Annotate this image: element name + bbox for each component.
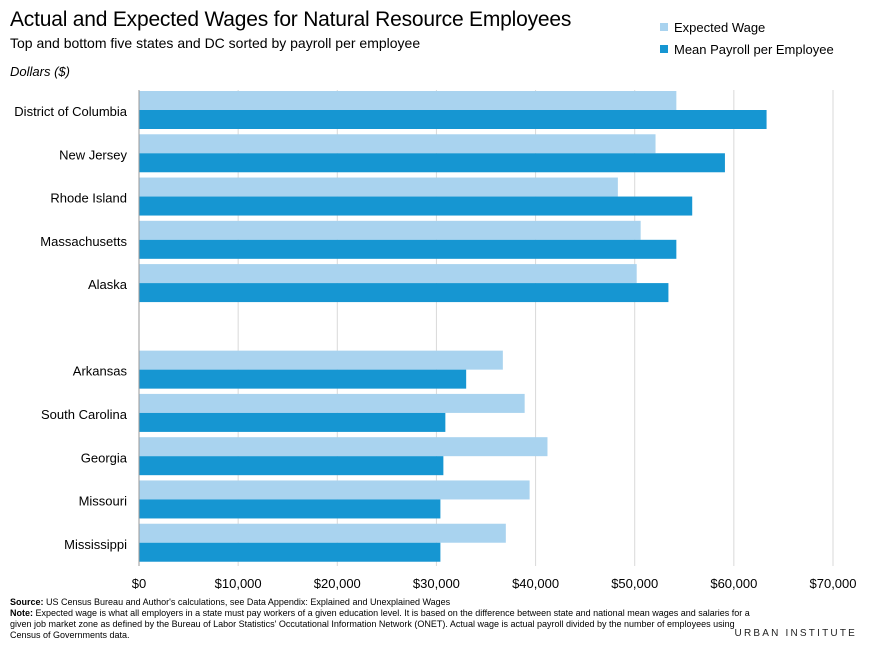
category-label: Georgia [81, 450, 128, 465]
category-label: Massachusetts [40, 234, 127, 249]
bar-expected-wage [139, 264, 637, 284]
category-label: Alaska [88, 277, 128, 292]
category-label: Missouri [79, 494, 128, 509]
category-label: Rhode Island [50, 191, 127, 206]
bar-expected-wage [139, 91, 677, 110]
source-text: US Census Bureau and Author's calculatio… [46, 597, 451, 607]
bar-mean-payroll [139, 412, 446, 432]
x-tick-label: $60,000 [710, 576, 757, 591]
bar-mean-payroll [139, 369, 467, 389]
bar-mean-payroll [139, 542, 441, 562]
category-label: Mississippi [64, 537, 127, 552]
x-tick-label: $40,000 [512, 576, 559, 591]
bar-mean-payroll [139, 110, 767, 129]
chart-subtitle: Top and bottom five states and DC sorted… [10, 35, 421, 51]
source-label: Source: [10, 597, 44, 607]
legend-item-actual: Mean Payroll per Employee [660, 38, 834, 60]
bar-mean-payroll [139, 499, 441, 519]
note-text: Expected wage is what all employers in a… [10, 608, 750, 640]
bar-expected-wage [139, 523, 506, 543]
x-tick-label: $70,000 [810, 576, 857, 591]
bar-expected-wage [139, 393, 525, 413]
note-line: Note: Expected wage is what all employer… [10, 608, 750, 641]
category-label: South Carolina [41, 407, 128, 422]
legend-swatch-actual [660, 45, 668, 53]
bar-expected-wage [139, 437, 548, 457]
legend-swatch-expected [660, 23, 668, 31]
category-label: Arkansas [73, 364, 128, 379]
category-label: New Jersey [59, 147, 127, 162]
chart-title: Actual and Expected Wages for Natural Re… [10, 8, 572, 31]
footer-notes: Source: US Census Bureau and Author's ca… [10, 597, 750, 641]
bar-mean-payroll [139, 196, 693, 216]
bar-mean-payroll [139, 283, 669, 303]
bar-expected-wage [139, 220, 641, 240]
x-tick-label: $50,000 [611, 576, 658, 591]
x-tick-label: $10,000 [215, 576, 262, 591]
brand-logo: URBAN INSTITUTE [734, 628, 857, 639]
note-label: Note: [10, 608, 33, 618]
bar-expected-wage [139, 134, 656, 154]
bar-expected-wage [139, 350, 503, 370]
legend-label-actual: Mean Payroll per Employee [674, 41, 834, 57]
bar-expected-wage [139, 480, 530, 500]
x-tick-label: $20,000 [314, 576, 361, 591]
source-line: Source: US Census Bureau and Author's ca… [10, 597, 750, 608]
x-tick-label: $30,000 [413, 576, 460, 591]
bar-mean-payroll [139, 153, 725, 173]
legend: Expected Wage Mean Payroll per Employee [660, 16, 834, 60]
legend-item-expected: Expected Wage [660, 16, 834, 38]
bar-mean-payroll [139, 456, 444, 476]
category-label: District of Columbia [14, 104, 127, 119]
legend-label-expected: Expected Wage [674, 19, 766, 35]
axis-unit-label: Dollars ($) [10, 64, 70, 79]
x-tick-label: $0 [132, 576, 146, 591]
bar-mean-payroll [139, 239, 677, 259]
bar-expected-wage [139, 177, 618, 197]
